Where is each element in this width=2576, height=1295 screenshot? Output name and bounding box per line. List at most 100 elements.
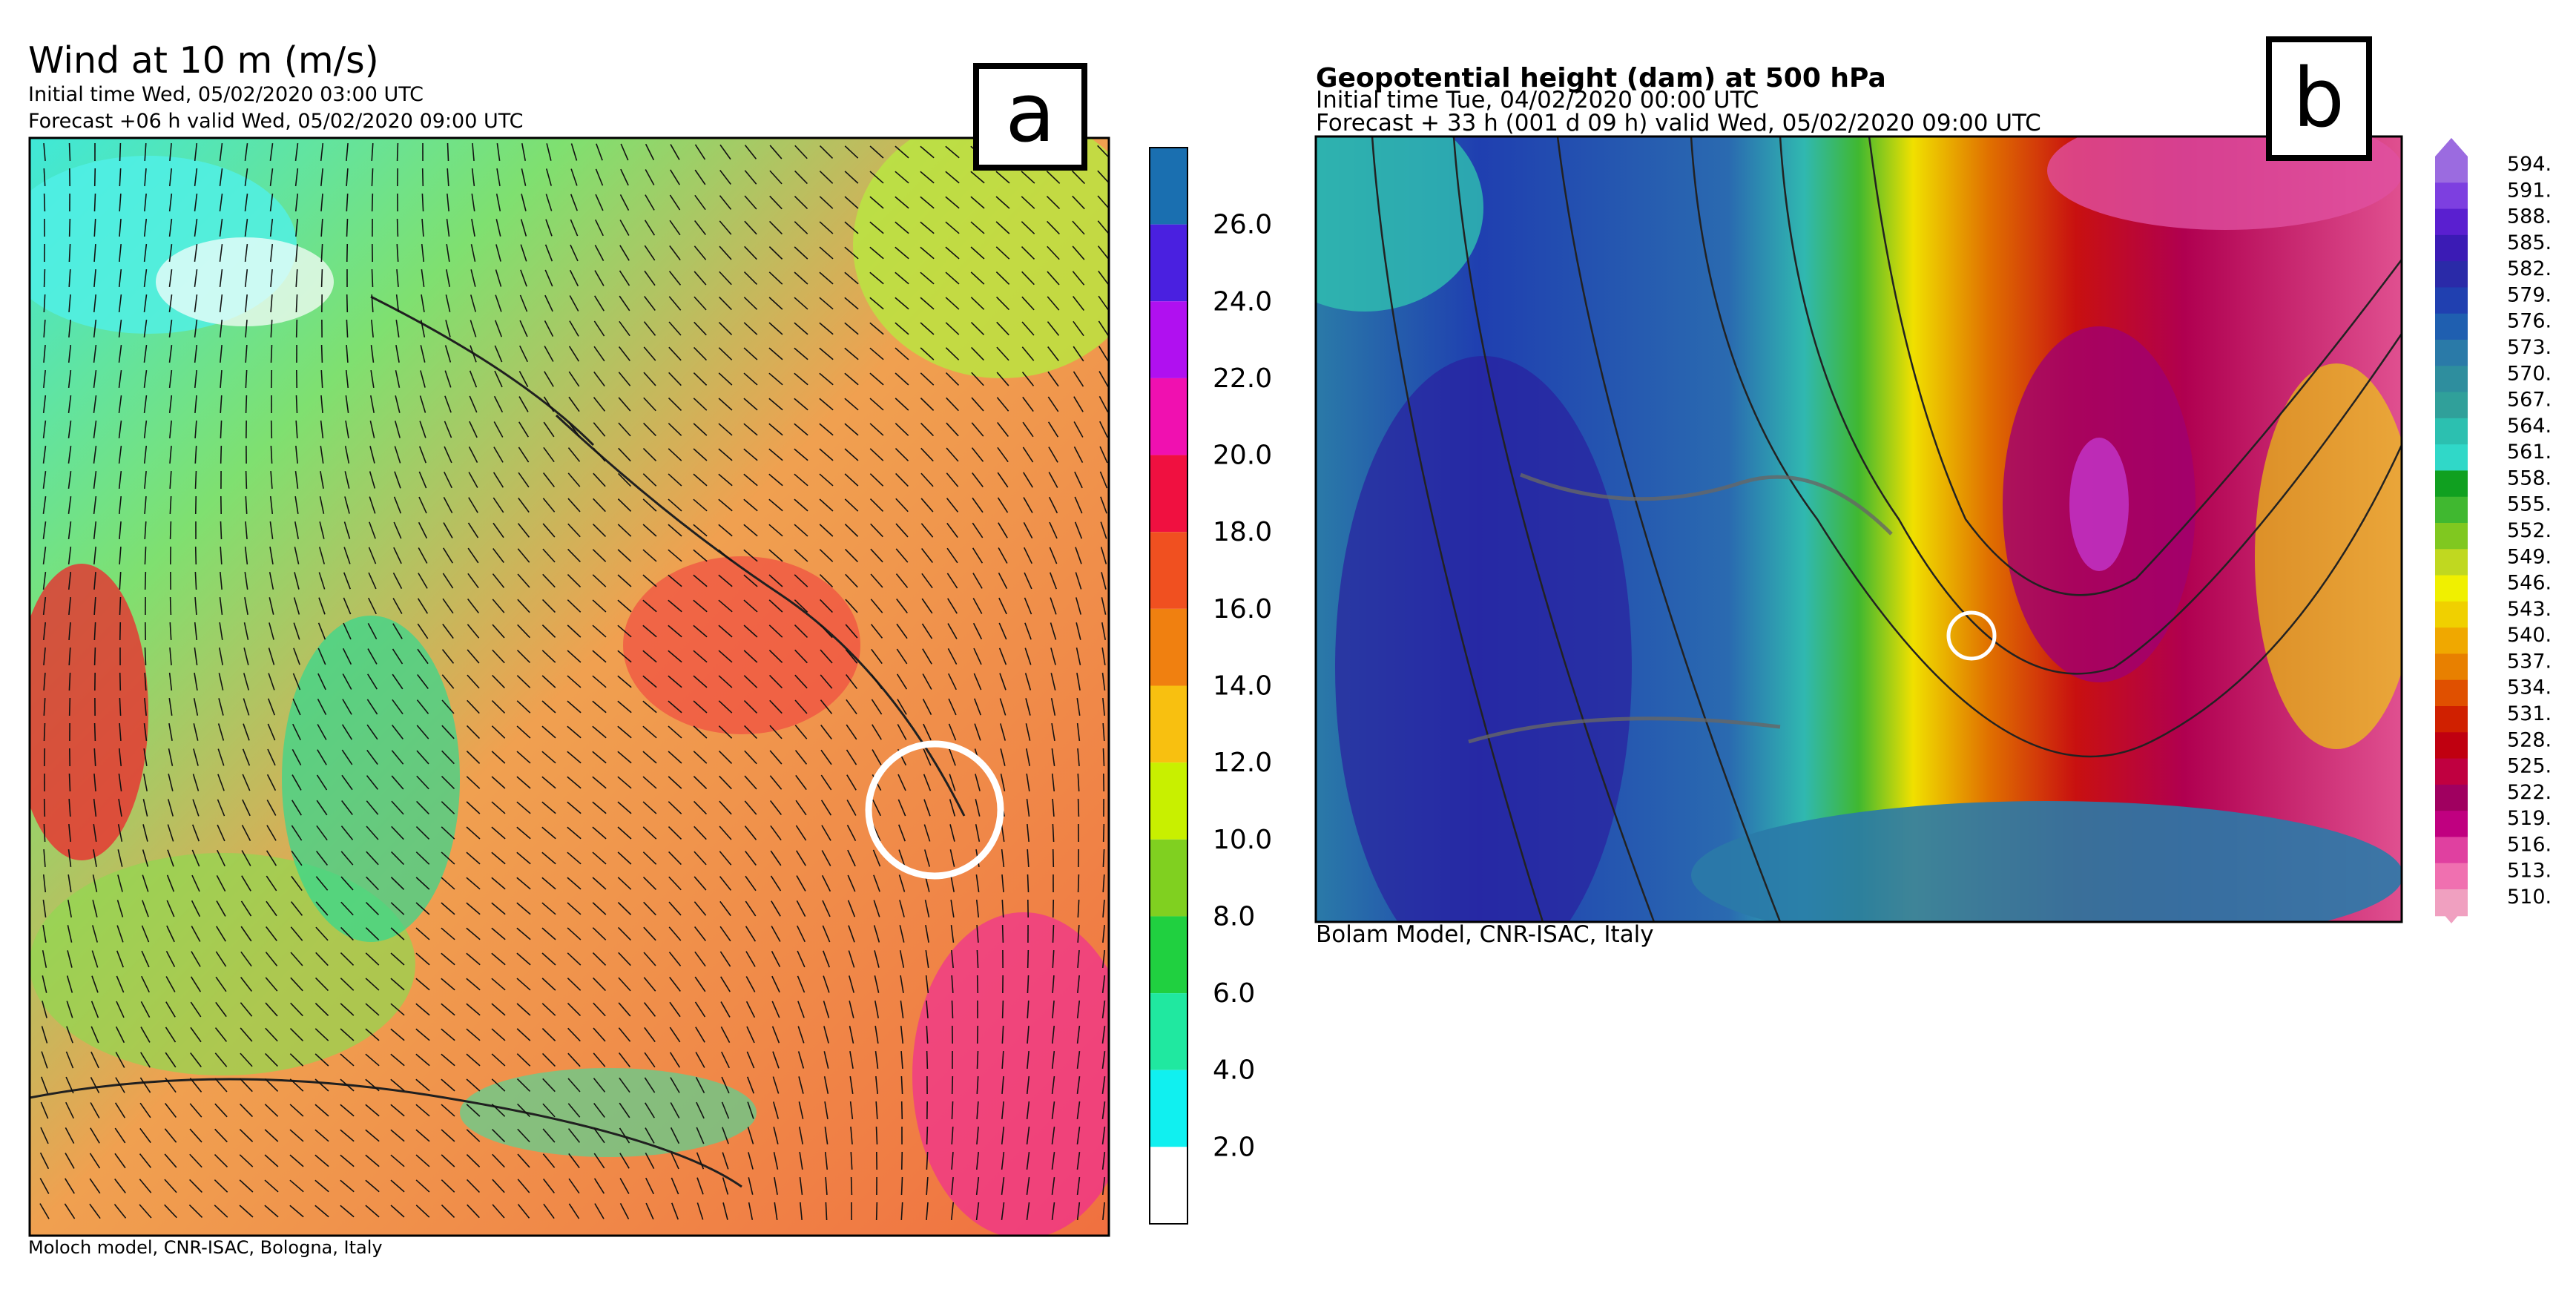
wind-arrow bbox=[493, 497, 504, 513]
wind-arrow bbox=[340, 1205, 355, 1218]
wind-arrow bbox=[266, 875, 277, 892]
wind-arrow bbox=[794, 196, 808, 209]
wind-arrow bbox=[1047, 246, 1060, 260]
wind-arrow bbox=[345, 369, 349, 389]
wind-arrow bbox=[264, 1205, 279, 1218]
wind-arrow bbox=[976, 1101, 979, 1120]
wind-arrow bbox=[794, 372, 808, 386]
wind-arrow bbox=[1101, 1050, 1106, 1070]
wind-arrow bbox=[214, 1205, 228, 1218]
wind-arrow bbox=[219, 142, 223, 162]
wind-arrow bbox=[948, 698, 957, 716]
wind-arrow bbox=[93, 596, 96, 616]
wind-arrow bbox=[471, 168, 475, 187]
wind-arrow bbox=[920, 398, 935, 411]
wind-arrow bbox=[243, 673, 250, 691]
wind-arrow bbox=[1102, 924, 1105, 943]
wind-arrow bbox=[617, 725, 632, 739]
wind-vectors bbox=[39, 142, 1109, 1221]
wind-arrow bbox=[496, 168, 501, 186]
colorbar-segment bbox=[2435, 444, 2468, 472]
wind-arrow bbox=[142, 824, 148, 842]
wind-arrow bbox=[819, 549, 834, 562]
wind-arrow bbox=[973, 648, 982, 665]
wind-arrow bbox=[820, 599, 833, 613]
wind-arrow bbox=[117, 874, 123, 892]
wind-arrow bbox=[541, 826, 556, 840]
wind-arrow bbox=[194, 420, 197, 439]
wind-arrow bbox=[617, 524, 632, 537]
wind-arrow bbox=[1102, 899, 1105, 918]
wind-arrow bbox=[67, 495, 72, 515]
wind-arrow bbox=[926, 1176, 929, 1196]
wind-arrow bbox=[718, 473, 733, 487]
wind-arrow bbox=[491, 1104, 506, 1117]
wind-arrow bbox=[898, 849, 906, 867]
wind-arrow bbox=[619, 194, 630, 211]
wind-arrow bbox=[369, 446, 375, 464]
wind-arrow bbox=[1001, 1025, 1004, 1044]
wind-arrow bbox=[466, 751, 481, 764]
wind-arrow bbox=[744, 145, 757, 159]
wind-arrow bbox=[390, 1053, 405, 1067]
wind-arrow bbox=[874, 1026, 879, 1044]
wind-arrow bbox=[594, 295, 605, 312]
wind-arrow bbox=[768, 372, 783, 386]
wind-arrow bbox=[190, 1001, 202, 1018]
wind-arrow bbox=[168, 672, 173, 691]
wind-arrow bbox=[567, 472, 581, 487]
wind-arrow bbox=[143, 344, 148, 363]
wind-arrow bbox=[1049, 547, 1058, 564]
wind-arrow bbox=[415, 1179, 430, 1193]
wind-arrow bbox=[494, 370, 503, 388]
wind-arrow bbox=[441, 1154, 455, 1167]
wind-arrow bbox=[144, 495, 147, 515]
wind-arrow bbox=[592, 826, 607, 840]
wind-arrow bbox=[870, 523, 883, 538]
wind-arrow bbox=[393, 496, 402, 514]
wind-arrow bbox=[1021, 246, 1035, 260]
wind-arrow bbox=[143, 445, 148, 464]
wind-arrow bbox=[1001, 1101, 1004, 1120]
wind-arrow bbox=[43, 168, 46, 187]
wind-arrow bbox=[365, 901, 380, 916]
wind-arrow bbox=[392, 623, 403, 639]
wind-arrow bbox=[215, 951, 227, 967]
wind-arrow bbox=[516, 902, 531, 915]
wind-arrow bbox=[447, 142, 449, 162]
wind-arrow bbox=[951, 1000, 954, 1019]
wind-arrow bbox=[794, 423, 808, 436]
wind-arrow bbox=[421, 269, 425, 287]
wind-arrow bbox=[269, 243, 274, 263]
wind-arrow bbox=[365, 1179, 380, 1193]
wind-arrow bbox=[214, 1153, 228, 1168]
wind-arrow bbox=[90, 1051, 99, 1069]
wind-arrow bbox=[417, 598, 429, 614]
wind-arrow bbox=[93, 420, 97, 439]
wind-arrow bbox=[722, 1127, 729, 1144]
wind-arrow bbox=[869, 398, 884, 411]
wind-arrow bbox=[721, 1051, 730, 1069]
wind-arrow bbox=[771, 975, 780, 993]
wind-arrow bbox=[799, 1176, 803, 1196]
wind-arrow bbox=[193, 748, 199, 766]
wind-arrow bbox=[93, 193, 96, 212]
wind-arrow bbox=[267, 698, 276, 716]
wind-arrow bbox=[846, 749, 857, 765]
wind-arrow bbox=[1026, 1151, 1030, 1170]
wind-arrow bbox=[346, 344, 349, 363]
wind-arrow bbox=[945, 196, 960, 209]
wind-arrow bbox=[592, 599, 607, 613]
wind-arrow bbox=[1050, 673, 1056, 691]
wind-arrow bbox=[115, 1077, 125, 1093]
wind-arrow bbox=[592, 523, 607, 538]
wind-arrow bbox=[169, 647, 172, 666]
wind-arrow bbox=[899, 925, 905, 943]
wind-arrow bbox=[693, 524, 708, 537]
wind-arrow bbox=[693, 398, 708, 411]
wind-arrow bbox=[645, 1102, 655, 1118]
wind-arrow bbox=[218, 648, 224, 665]
wind-arrow bbox=[193, 698, 199, 716]
wind-arrow bbox=[317, 648, 326, 665]
wind-arrow bbox=[144, 571, 147, 590]
